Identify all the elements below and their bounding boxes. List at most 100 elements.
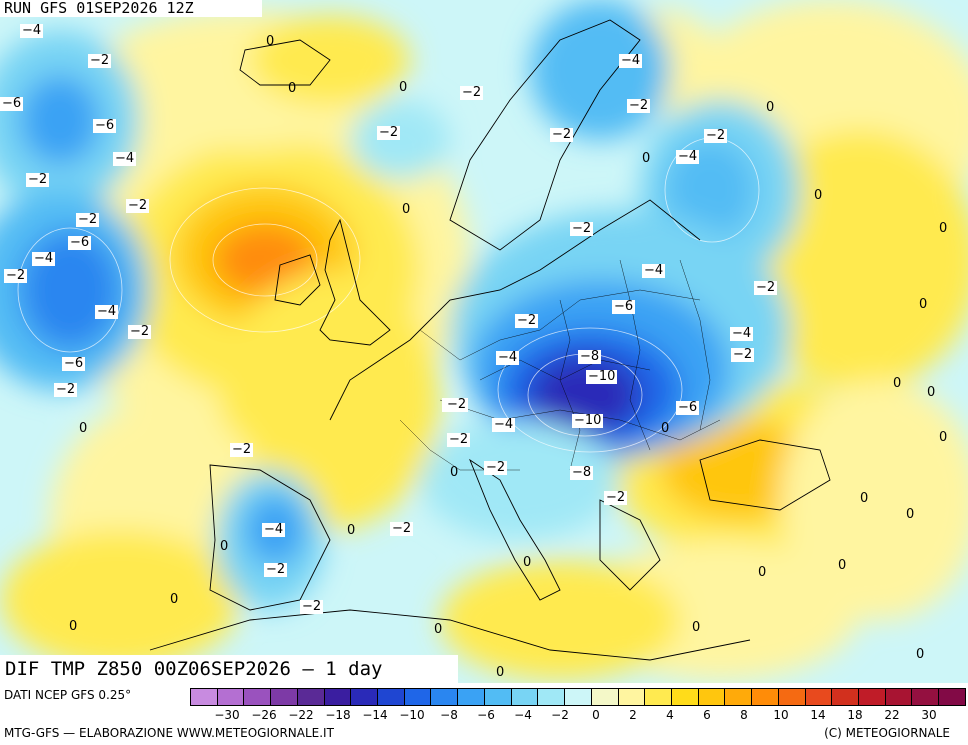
isotherm-label: 0 xyxy=(288,81,297,96)
isotherm-label: 0 xyxy=(496,665,505,680)
isotherm-label: −4 xyxy=(95,304,119,319)
isotherm-label: −4 xyxy=(262,522,286,537)
isotherm-label: −2 xyxy=(390,521,414,536)
color-scale-bar xyxy=(190,688,966,706)
isotherm-label: 0 xyxy=(434,622,443,637)
scale-tick-label: −4 xyxy=(514,708,532,722)
color-swatch xyxy=(698,689,726,705)
isotherm-label: −2 xyxy=(126,198,150,213)
isotherm-label: −2 xyxy=(550,127,574,142)
isotherm-label: −2 xyxy=(76,212,100,227)
isotherm-label: −4 xyxy=(20,23,44,38)
isotherm-label: 0 xyxy=(814,188,823,203)
isotherm-label: −2 xyxy=(731,347,755,362)
isotherm-label: −8 xyxy=(570,465,594,480)
isotherm-label: −2 xyxy=(88,53,112,68)
color-swatch xyxy=(244,689,272,705)
isotherm-label: −4 xyxy=(32,251,56,266)
color-swatch xyxy=(484,689,512,705)
color-scale-ticks: −30 −26 −22 −18 −14 −10 −8 −6 −4 −2 0 2 4 6 8 10 14 18 22 3… xyxy=(190,708,966,722)
scale-tick-label: 22 xyxy=(884,708,900,722)
isotherm-label: 0 xyxy=(69,619,78,634)
isotherm-label: 0 xyxy=(170,592,179,607)
color-swatch xyxy=(778,689,806,705)
scale-tick-label: 14 xyxy=(810,708,826,722)
color-swatch xyxy=(752,689,779,705)
scale-tick-label: −10 xyxy=(399,708,425,722)
isotherm-label: −4 xyxy=(113,151,137,166)
isotherm-label: 0 xyxy=(220,539,229,554)
isotherm-label: 0 xyxy=(642,151,651,166)
isotherm-label: 0 xyxy=(927,385,936,400)
isotherm-label: −2 xyxy=(447,432,471,447)
isotherm-label: −6 xyxy=(68,235,92,250)
color-swatch xyxy=(351,689,379,705)
isotherm-label: −4 xyxy=(496,350,520,365)
scale-tick-label: 6 xyxy=(703,708,711,722)
color-swatch xyxy=(538,689,566,705)
isotherm-label: −10 xyxy=(572,413,604,428)
isotherm-label: 0 xyxy=(838,558,847,573)
isotherm-label: 0 xyxy=(919,297,928,312)
isotherm-label: −2 xyxy=(604,490,628,505)
isotherm-label: −2 xyxy=(515,313,539,328)
isotherm-label: −6 xyxy=(62,356,86,371)
coastlines xyxy=(149,19,831,661)
isotherm-label: −6 xyxy=(612,299,636,314)
isotherm-label: −4 xyxy=(642,263,666,278)
isotherm-label: −2 xyxy=(445,397,469,412)
scale-tick-label: −2 xyxy=(551,708,569,722)
color-swatch xyxy=(618,689,646,705)
scale-tick-label: 4 xyxy=(666,708,674,722)
isotherm-label: −6 xyxy=(0,96,24,111)
isotherm-label: 0 xyxy=(860,491,869,506)
color-swatch xyxy=(671,689,699,705)
scale-tick-label: −8 xyxy=(440,708,458,722)
map-canvas xyxy=(0,0,968,683)
isotherm-label: 0 xyxy=(906,507,915,522)
isotherm-label: 0 xyxy=(661,421,670,436)
isotherm-label: −2 xyxy=(264,562,288,577)
color-swatch xyxy=(324,689,352,705)
isotherm-label: −2 xyxy=(754,280,778,295)
scale-tick-label: −14 xyxy=(362,708,388,722)
temperature-anomaly-map: −4 −2 0 0 −6 −6 −4 −2 −2 −2 −6 −4 −2 −4 −2 −6 −2 0 −2 −2 0 −2… xyxy=(0,0,968,683)
isotherm-label: 0 xyxy=(893,376,902,391)
color-swatch xyxy=(591,689,619,705)
scale-tick-label: −26 xyxy=(251,708,277,722)
color-swatch xyxy=(725,689,753,705)
isotherm-label: −2 xyxy=(26,172,50,187)
scale-tick-label: −22 xyxy=(288,708,314,722)
isotherm-label: 0 xyxy=(523,555,532,570)
color-swatch xyxy=(805,689,833,705)
isotherm-label: 0 xyxy=(939,221,948,236)
color-swatch xyxy=(565,689,592,705)
isotherm-label: −2 xyxy=(230,442,254,457)
isotherm-label: 0 xyxy=(347,523,356,538)
isotherm-label: −4 xyxy=(619,53,643,68)
isotherm-label: −6 xyxy=(676,400,700,415)
isotherm-label: 0 xyxy=(692,620,701,635)
isotherm-label: 0 xyxy=(916,647,925,662)
color-swatch xyxy=(858,689,886,705)
color-swatch xyxy=(271,689,298,705)
isotherm-label: −2 xyxy=(128,324,152,339)
color-swatch xyxy=(378,689,405,705)
color-swatch xyxy=(297,689,325,705)
scale-tick-label: 0 xyxy=(592,708,600,722)
isotherm-label: −4 xyxy=(492,417,516,432)
isotherm-label: 0 xyxy=(79,421,88,436)
color-swatch xyxy=(645,689,672,705)
map-title: DIF TMP Z850 00Z06SEP2026 — 1 day xyxy=(0,655,458,683)
isotherm-label: 0 xyxy=(939,430,948,445)
isotherm-label: −2 xyxy=(460,85,484,100)
isotherm-label: 0 xyxy=(450,465,459,480)
isotherm-label: −4 xyxy=(730,326,754,341)
isotherm-label: −2 xyxy=(570,221,594,236)
isotherm-label: 0 xyxy=(399,80,408,95)
anomaly-field xyxy=(0,0,968,680)
isotherm-label: −6 xyxy=(93,118,117,133)
color-swatch xyxy=(939,689,965,705)
color-swatch xyxy=(885,689,913,705)
isotherm-label: −4 xyxy=(676,149,700,164)
